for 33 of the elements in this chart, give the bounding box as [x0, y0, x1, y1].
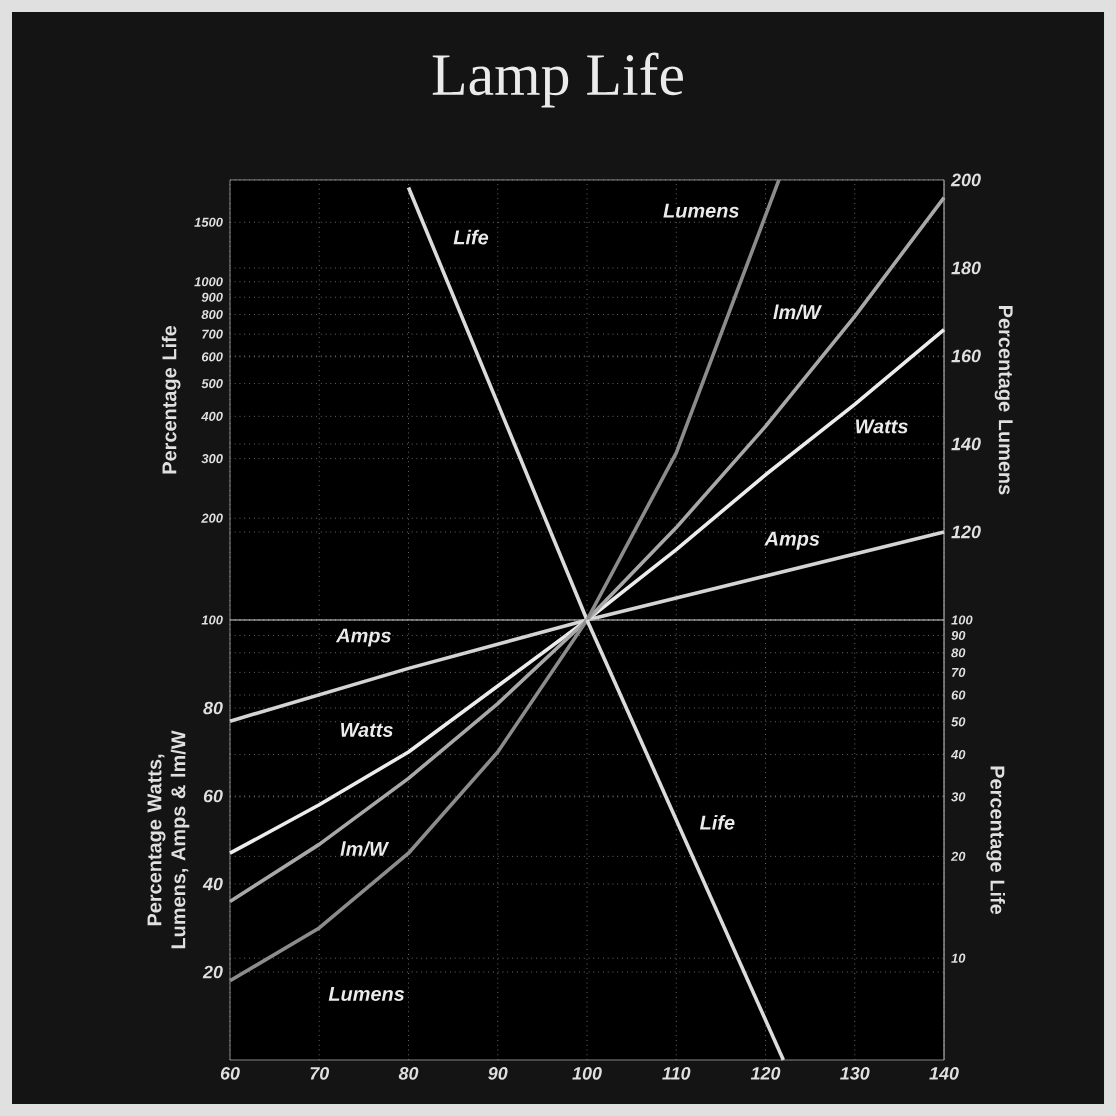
x-tick-label: 100	[572, 1067, 602, 1080]
y2-tick-label: 200	[950, 173, 981, 187]
x-tick-label: 70	[310, 1067, 330, 1080]
series-label: Amps	[764, 531, 820, 550]
x-tick-label: 140	[929, 1067, 959, 1080]
x-tick-label: 60	[220, 1067, 240, 1080]
y2-tick-label: 180	[951, 261, 981, 275]
series-label: lm/W	[340, 841, 390, 857]
series-label: Lumens	[663, 203, 739, 218]
x-tick-label: 90	[488, 1067, 508, 1080]
y2-tick-label: 120	[951, 525, 981, 539]
chart-title: Lamp Life	[432, 52, 683, 108]
text: Lumens	[328, 987, 405, 1001]
x-tick-label: 130	[840, 1067, 870, 1080]
y2-axis-title: Percentage Life	[986, 766, 1006, 915]
series-label: Life	[699, 815, 735, 830]
y-axis-title: Percentage Life	[161, 325, 181, 474]
y-tick-label: 20	[202, 965, 223, 979]
y2-tick-label: 160	[951, 349, 981, 363]
y-tick-label: 60	[203, 789, 223, 803]
series-label: Watts	[341, 723, 393, 737]
series-label: Life	[453, 229, 489, 245]
y-tick-label: 80	[203, 701, 223, 715]
y2-tick-label: 140	[951, 437, 981, 451]
y-tick-label: 40	[202, 877, 223, 891]
series-label: lm/W	[773, 304, 822, 320]
series-label: Watts	[856, 419, 908, 434]
series-label: Amps	[335, 628, 391, 647]
x-tick-label: 120	[750, 1067, 781, 1080]
x-tick-label: 110	[662, 1067, 691, 1080]
y-axis-title: Percentage Watts, Lumens, Amps & lm/W	[147, 730, 190, 949]
x-tick-label: 80	[398, 1067, 419, 1080]
y2-axis-title: Percentage Lumens	[994, 306, 1013, 495]
